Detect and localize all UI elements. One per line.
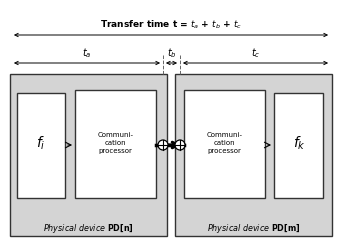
Text: $\mathit{Physical\ device\ }$$\mathbf{PD[n]}$: $\mathit{Physical\ device\ }$$\mathbf{PD… [43, 222, 134, 235]
Text: $\mathit{Physical\ device\ }$$\mathbf{PD[m]}$: $\mathit{Physical\ device\ }$$\mathbf{PD… [207, 222, 300, 235]
FancyBboxPatch shape [175, 74, 332, 236]
FancyBboxPatch shape [10, 74, 167, 236]
Circle shape [158, 140, 168, 150]
Text: $f_k$: $f_k$ [293, 135, 306, 152]
FancyBboxPatch shape [274, 93, 323, 198]
Text: $t_c$: $t_c$ [251, 46, 260, 60]
FancyBboxPatch shape [17, 93, 65, 198]
Text: $f_i$: $f_i$ [36, 135, 46, 152]
Text: $t_a$: $t_a$ [82, 46, 92, 60]
Text: Communi-
cation
processor: Communi- cation processor [207, 132, 242, 154]
FancyBboxPatch shape [75, 90, 156, 198]
Text: $t_b$: $t_b$ [167, 46, 176, 60]
Text: Communi-
cation
processor: Communi- cation processor [97, 132, 133, 154]
Text: Transfer time t = $t_a$ + $t_b$ + $t_c$: Transfer time t = $t_a$ + $t_b$ + $t_c$ [100, 18, 242, 31]
Circle shape [175, 140, 185, 150]
FancyBboxPatch shape [184, 90, 265, 198]
